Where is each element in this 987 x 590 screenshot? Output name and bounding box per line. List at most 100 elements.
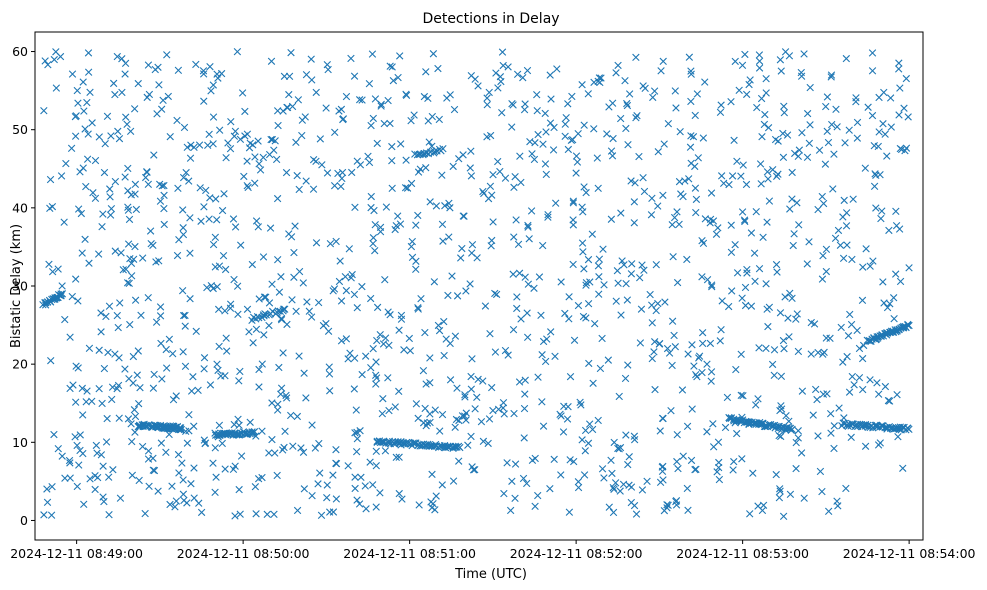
data-point bbox=[733, 157, 741, 166]
data-point bbox=[610, 485, 618, 493]
data-point bbox=[455, 457, 463, 465]
data-point bbox=[281, 427, 289, 436]
data-points bbox=[39, 47, 913, 520]
data-point bbox=[302, 177, 310, 185]
data-point bbox=[813, 395, 821, 404]
data-point bbox=[190, 143, 198, 151]
data-point bbox=[441, 202, 449, 210]
data-point bbox=[85, 344, 94, 353]
data-point bbox=[203, 283, 211, 292]
y-axis: 0 10 20 30 40 50 60 bbox=[12, 44, 35, 528]
data-point bbox=[491, 289, 499, 298]
data-point bbox=[443, 94, 451, 102]
data-point bbox=[553, 65, 561, 73]
data-point bbox=[648, 354, 656, 363]
data-point bbox=[509, 326, 518, 334]
data-point bbox=[762, 74, 770, 83]
data-point bbox=[209, 81, 218, 89]
data-point bbox=[62, 159, 70, 168]
data-point bbox=[718, 297, 726, 305]
data-point bbox=[905, 425, 913, 434]
data-point bbox=[326, 508, 334, 516]
data-point bbox=[186, 295, 194, 303]
data-point bbox=[800, 494, 808, 502]
data-point bbox=[544, 213, 552, 221]
data-point bbox=[270, 510, 278, 518]
data-point bbox=[673, 208, 681, 216]
data-point bbox=[355, 500, 364, 508]
data-point bbox=[683, 484, 692, 493]
data-point bbox=[221, 307, 229, 315]
data-point bbox=[733, 416, 741, 424]
data-point bbox=[283, 103, 291, 112]
data-point bbox=[372, 447, 380, 456]
data-point bbox=[521, 390, 529, 398]
data-point bbox=[466, 280, 474, 288]
data-point bbox=[335, 107, 343, 115]
data-point bbox=[524, 223, 532, 231]
data-point bbox=[511, 172, 519, 181]
data-point bbox=[234, 415, 242, 424]
data-point bbox=[277, 273, 285, 281]
data-point bbox=[366, 294, 375, 303]
data-point bbox=[598, 465, 607, 473]
data-point bbox=[775, 431, 783, 440]
data-point bbox=[425, 442, 433, 450]
data-point bbox=[409, 439, 417, 447]
data-point bbox=[91, 485, 99, 494]
data-point bbox=[233, 282, 242, 290]
data-point bbox=[728, 172, 737, 180]
data-point bbox=[322, 319, 330, 328]
data-point bbox=[174, 184, 182, 193]
data-point bbox=[292, 307, 300, 316]
data-point bbox=[716, 337, 724, 345]
data-point bbox=[788, 294, 796, 303]
data-point bbox=[395, 453, 403, 461]
data-point bbox=[491, 348, 500, 356]
data-point bbox=[520, 106, 529, 114]
data-point bbox=[484, 439, 492, 448]
y-axis-label: Bistatic Delay (km) bbox=[9, 224, 24, 348]
data-point bbox=[763, 218, 771, 226]
data-point bbox=[895, 425, 903, 433]
data-point bbox=[727, 248, 736, 256]
data-point bbox=[638, 261, 646, 269]
data-point bbox=[659, 191, 667, 199]
data-point bbox=[876, 439, 884, 447]
data-point bbox=[40, 511, 48, 519]
data-point bbox=[258, 360, 266, 368]
data-point bbox=[896, 144, 904, 153]
data-point bbox=[579, 248, 587, 256]
data-point bbox=[855, 373, 864, 382]
data-point bbox=[500, 410, 508, 418]
data-point bbox=[273, 107, 282, 115]
data-point bbox=[730, 457, 738, 466]
data-point bbox=[759, 233, 767, 242]
data-point bbox=[461, 391, 469, 399]
data-point bbox=[254, 475, 263, 483]
data-point bbox=[650, 87, 659, 95]
data-point bbox=[716, 108, 725, 116]
data-point bbox=[774, 137, 782, 145]
data-point bbox=[776, 309, 785, 317]
data-point bbox=[549, 146, 558, 154]
data-point bbox=[407, 179, 416, 188]
data-point bbox=[200, 365, 208, 373]
data-point bbox=[501, 174, 510, 182]
data-point bbox=[826, 409, 835, 418]
data-point bbox=[668, 361, 676, 370]
data-point bbox=[504, 351, 512, 359]
data-point bbox=[438, 220, 447, 228]
data-point bbox=[85, 259, 93, 267]
data-point bbox=[533, 91, 541, 99]
data-point bbox=[113, 384, 121, 393]
data-point bbox=[79, 411, 87, 419]
data-point bbox=[617, 209, 625, 217]
data-point bbox=[625, 90, 634, 98]
data-point bbox=[741, 217, 749, 226]
data-point bbox=[737, 391, 745, 400]
x-tick-label: 2024-12-11 08:53:00 bbox=[676, 546, 809, 561]
data-point bbox=[714, 438, 723, 446]
data-point bbox=[703, 428, 711, 436]
data-point bbox=[740, 216, 749, 224]
